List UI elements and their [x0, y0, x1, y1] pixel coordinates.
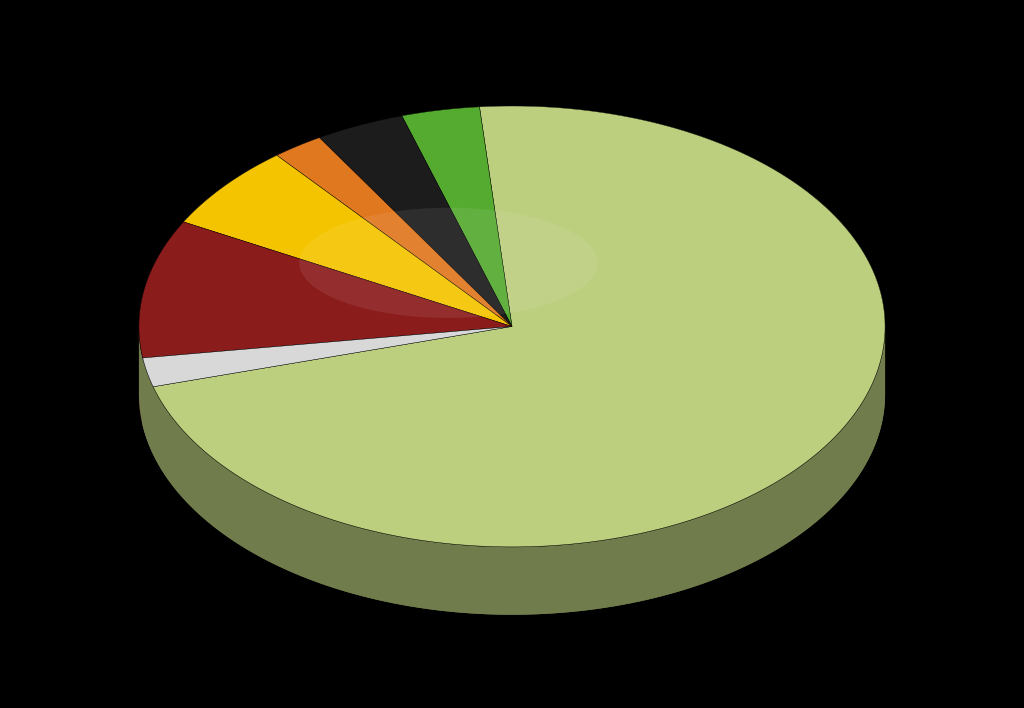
Polygon shape	[139, 222, 512, 358]
Polygon shape	[139, 327, 142, 426]
Polygon shape	[142, 358, 154, 455]
Polygon shape	[142, 326, 512, 426]
Polygon shape	[276, 137, 512, 326]
Polygon shape	[319, 116, 512, 326]
Polygon shape	[154, 326, 512, 455]
Polygon shape	[142, 326, 512, 426]
Polygon shape	[183, 155, 512, 326]
Polygon shape	[142, 326, 512, 387]
Polygon shape	[154, 326, 512, 455]
Polygon shape	[139, 326, 885, 615]
Polygon shape	[183, 155, 512, 326]
Polygon shape	[154, 106, 885, 547]
Polygon shape	[139, 222, 512, 358]
Polygon shape	[142, 326, 512, 387]
Polygon shape	[154, 326, 885, 615]
Ellipse shape	[299, 207, 598, 318]
Polygon shape	[401, 107, 512, 326]
Polygon shape	[276, 137, 512, 326]
Polygon shape	[154, 106, 885, 547]
Polygon shape	[401, 107, 512, 326]
Polygon shape	[319, 116, 512, 326]
